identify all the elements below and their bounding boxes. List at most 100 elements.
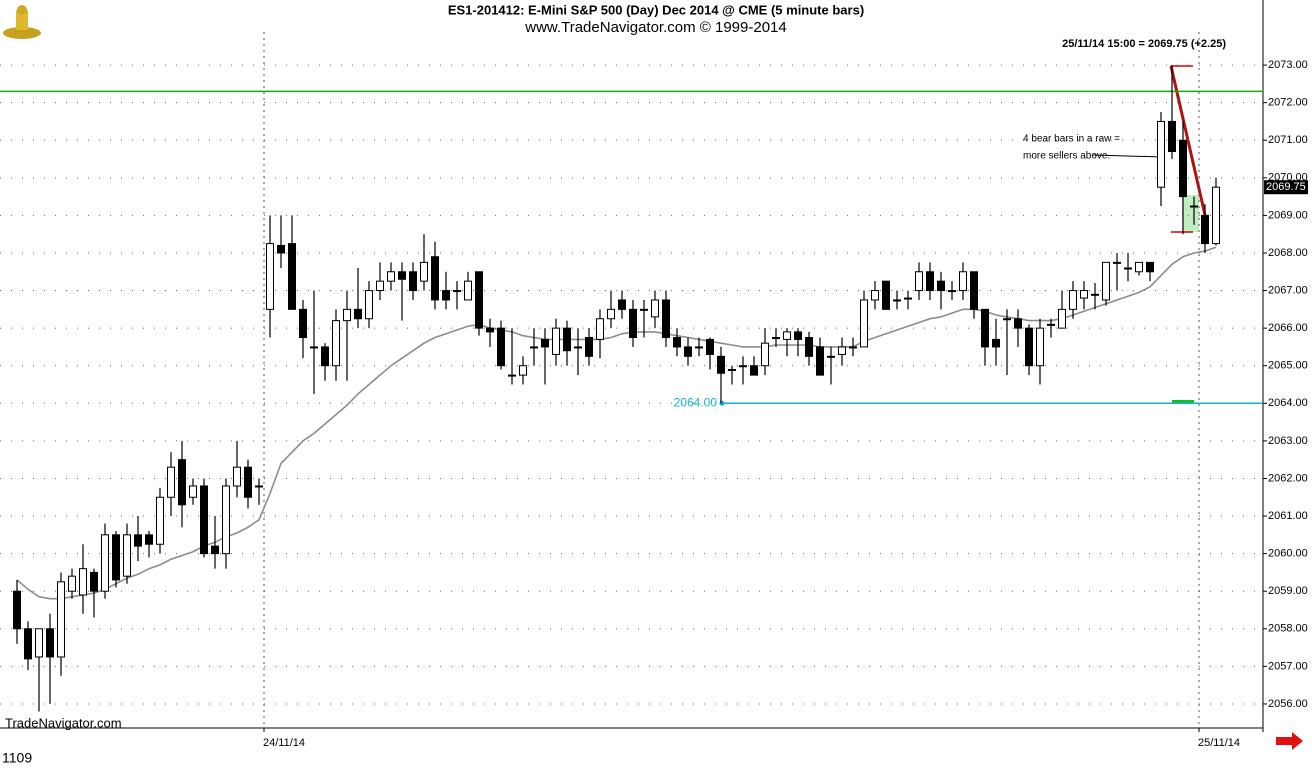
y-tick-label: 2066.00 xyxy=(1268,322,1308,334)
y-tick-label: 2069.00 xyxy=(1268,209,1308,221)
candle-body xyxy=(651,299,659,318)
candle-body xyxy=(321,346,329,367)
y-tick-label: 2068.00 xyxy=(1268,247,1308,259)
level-label: 2064.00 xyxy=(674,395,718,409)
candle-body xyxy=(486,327,494,333)
candle-body xyxy=(519,365,527,376)
candle-body xyxy=(794,331,802,340)
candle-body xyxy=(1212,186,1220,245)
candle-body xyxy=(167,466,175,498)
candle-body xyxy=(574,346,582,349)
candle-body xyxy=(640,308,648,311)
candle-body xyxy=(618,299,626,310)
candle-body xyxy=(860,299,868,348)
scroll-arrow[interactable] xyxy=(1276,732,1303,750)
candle-body xyxy=(464,280,472,301)
candle-body xyxy=(563,327,571,352)
y-tick-label: 2073.00 xyxy=(1268,59,1308,71)
candle-body xyxy=(1102,261,1110,301)
last-price-box xyxy=(1264,180,1308,195)
candle-body xyxy=(90,571,98,592)
candle-body xyxy=(24,628,32,660)
x-tick-label: 25/11/14 xyxy=(1198,737,1240,749)
candle-body xyxy=(871,290,879,301)
candle-body xyxy=(915,271,923,292)
candle-body xyxy=(156,496,164,545)
candle-body xyxy=(112,534,120,581)
candle-body xyxy=(46,628,54,658)
candle-body xyxy=(772,337,780,340)
candle-body xyxy=(453,290,461,293)
candle-body xyxy=(1014,318,1022,329)
candle-body xyxy=(35,628,43,658)
candle-body xyxy=(255,485,263,488)
candle-body xyxy=(585,337,593,357)
candle-body xyxy=(1135,261,1143,273)
candle-body xyxy=(134,534,142,547)
candle-body xyxy=(706,338,714,355)
candle-body xyxy=(1124,267,1132,270)
candle-body xyxy=(189,485,197,498)
candle-body xyxy=(1003,318,1011,321)
candle-body xyxy=(1113,261,1121,264)
y-tick-label: 2056.00 xyxy=(1268,698,1308,710)
candle-body xyxy=(1091,293,1099,296)
candle-body xyxy=(849,346,857,349)
candle-body xyxy=(541,338,549,348)
candle-body xyxy=(937,280,945,292)
candle-body xyxy=(805,337,813,357)
candle-body xyxy=(1168,120,1176,153)
candle-body xyxy=(739,365,747,368)
candle-body xyxy=(530,346,538,349)
candle-body xyxy=(13,590,21,630)
y-tick-label: 2061.00 xyxy=(1268,510,1308,522)
highlight-box xyxy=(1182,195,1199,232)
candle-body xyxy=(332,320,340,367)
candle-body xyxy=(387,271,395,282)
candle-body xyxy=(233,466,241,487)
candle-body xyxy=(1069,290,1077,310)
chart-subtitle: www.TradeNavigator.com © 1999-2014 xyxy=(524,19,786,36)
candle-body xyxy=(552,327,560,355)
candle-body xyxy=(695,346,703,349)
candle-body xyxy=(970,271,978,310)
candle-body xyxy=(761,342,769,367)
candle-body xyxy=(750,365,758,376)
candle-body xyxy=(1036,327,1044,367)
watermark: TradeNavigator.com xyxy=(5,715,122,730)
candle-body xyxy=(200,485,208,555)
candle-body xyxy=(1201,214,1209,245)
last-price-label: 2069.75 xyxy=(1266,181,1306,193)
candle-body xyxy=(79,568,87,596)
chart-title: ES1-201412: E-Mini S&P 500 (Day) Dec 201… xyxy=(448,2,864,17)
y-tick-label: 2058.00 xyxy=(1268,623,1308,635)
candle-body xyxy=(816,346,824,376)
candle-body xyxy=(673,337,681,348)
candle-body xyxy=(343,308,351,322)
candle-body xyxy=(717,355,725,374)
candle-body xyxy=(684,346,692,357)
y-tick-label: 2063.00 xyxy=(1268,435,1308,447)
candle-body xyxy=(893,299,901,302)
annotation: more sellers above. xyxy=(1023,151,1110,162)
candle-body xyxy=(497,327,505,367)
candle-body xyxy=(409,271,417,292)
y-tick-label: 2067.00 xyxy=(1268,284,1308,296)
candle-body xyxy=(365,290,373,320)
y-tick-label: 2057.00 xyxy=(1268,660,1308,672)
candle-body xyxy=(1190,205,1198,208)
candle-body xyxy=(827,355,835,358)
plot-area: 2056.00 2057.00 2058.00 2059.00 2060.00 2061.… xyxy=(0,0,1308,749)
candle-body xyxy=(310,346,318,349)
candle-body xyxy=(277,244,285,254)
candle-body xyxy=(222,485,230,555)
candle-body xyxy=(981,308,989,348)
candle-body xyxy=(1146,261,1154,273)
candle-body xyxy=(1025,327,1033,367)
candle-body xyxy=(299,308,307,339)
candle-body xyxy=(266,243,274,310)
candle-body xyxy=(145,534,153,545)
candle-body xyxy=(420,261,428,282)
candle-body xyxy=(442,290,450,301)
